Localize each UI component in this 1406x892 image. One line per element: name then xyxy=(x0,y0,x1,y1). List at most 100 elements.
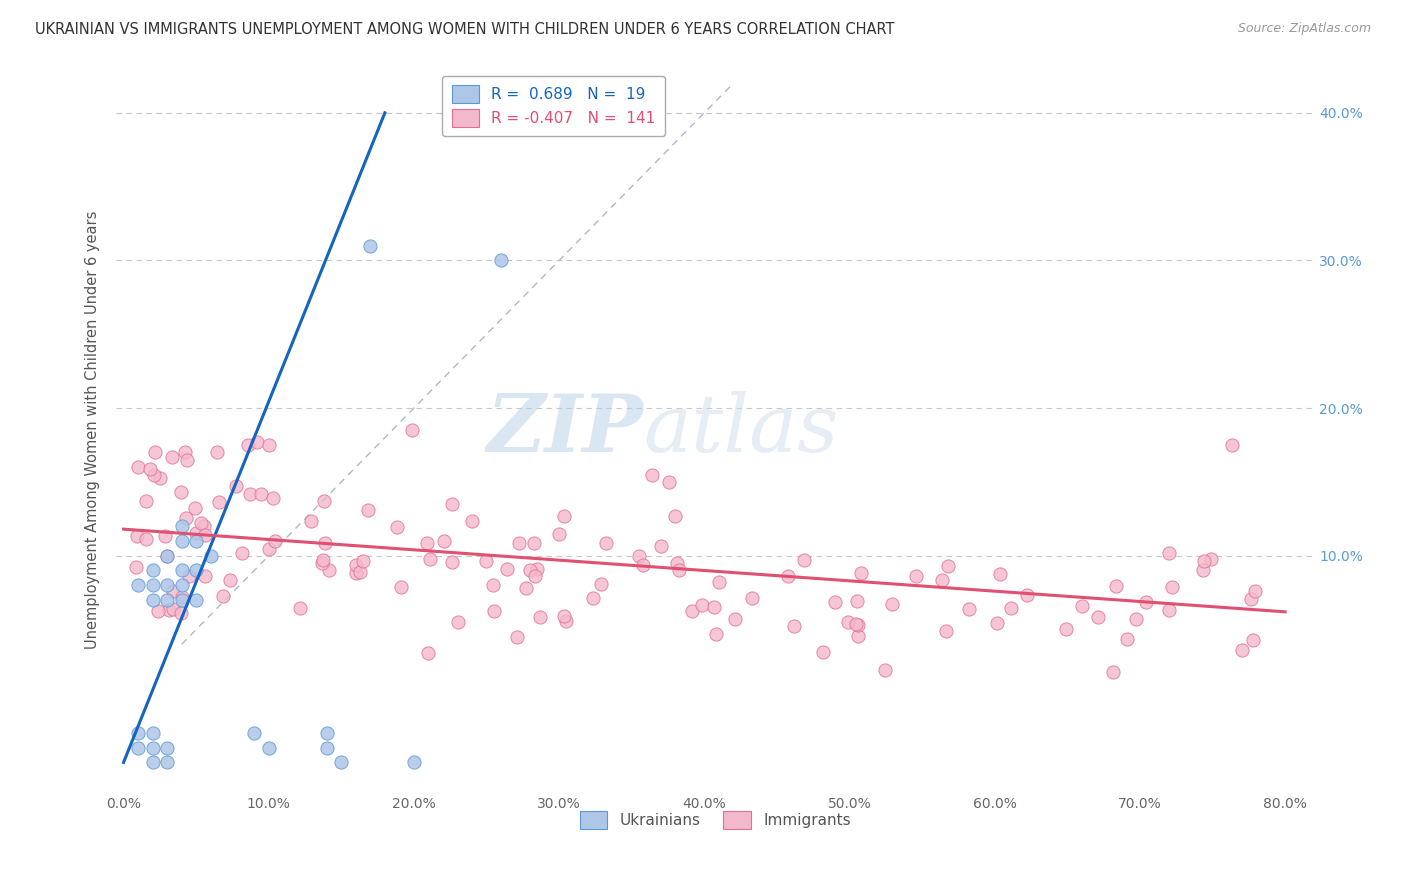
Point xyxy=(173,444,195,458)
Point xyxy=(526,562,548,576)
Point xyxy=(1243,583,1265,598)
Point xyxy=(349,566,371,580)
Point xyxy=(441,555,464,569)
Point xyxy=(595,536,617,550)
Point xyxy=(849,566,872,580)
Point xyxy=(200,549,222,563)
Point xyxy=(170,606,193,620)
Point xyxy=(664,509,686,524)
Point xyxy=(170,519,193,533)
Point xyxy=(489,253,512,268)
Point xyxy=(169,484,191,499)
Point xyxy=(194,568,217,582)
Point xyxy=(1015,588,1038,602)
Point xyxy=(194,527,217,541)
Point xyxy=(935,624,957,638)
Point xyxy=(127,529,149,543)
Point xyxy=(1199,551,1222,566)
Point xyxy=(352,554,374,568)
Point xyxy=(314,493,336,508)
Point xyxy=(401,423,423,437)
Point xyxy=(156,549,179,564)
Point xyxy=(704,627,727,641)
Point xyxy=(257,740,280,755)
Point xyxy=(1054,623,1077,637)
Point xyxy=(162,602,184,616)
Point xyxy=(160,450,183,465)
Point xyxy=(387,520,409,534)
Point xyxy=(184,593,207,607)
Point xyxy=(447,615,470,629)
Point xyxy=(986,615,1008,630)
Point xyxy=(344,558,367,573)
Point xyxy=(315,726,337,740)
Point xyxy=(1116,632,1139,646)
Point xyxy=(225,479,247,493)
Point xyxy=(135,494,157,508)
Point xyxy=(709,575,731,590)
Point xyxy=(170,564,193,578)
Text: UKRAINIAN VS IMMIGRANTS UNEMPLOYMENT AMONG WOMEN WITH CHILDREN UNDER 6 YEARS COR: UKRAINIAN VS IMMIGRANTS UNEMPLOYMENT AMO… xyxy=(35,22,894,37)
Point xyxy=(359,238,381,252)
Point xyxy=(264,533,287,548)
Point xyxy=(524,568,547,582)
Point xyxy=(184,564,207,578)
Point xyxy=(288,601,311,615)
Point xyxy=(416,646,439,660)
Point xyxy=(208,495,231,509)
Point xyxy=(239,486,262,500)
Point xyxy=(1105,579,1128,593)
Point xyxy=(1125,612,1147,626)
Point xyxy=(330,756,353,770)
Point xyxy=(142,756,165,770)
Point xyxy=(505,630,527,644)
Point xyxy=(482,604,505,618)
Point xyxy=(1000,601,1022,615)
Point xyxy=(142,740,165,755)
Point xyxy=(703,600,725,615)
Point xyxy=(416,536,439,550)
Point xyxy=(357,503,380,517)
Point xyxy=(127,460,149,475)
Point xyxy=(127,578,149,592)
Text: ZIP: ZIP xyxy=(486,392,644,469)
Point xyxy=(440,497,463,511)
Point xyxy=(589,577,612,591)
Point xyxy=(125,560,148,574)
Point xyxy=(190,516,212,530)
Point xyxy=(931,573,953,587)
Point xyxy=(149,471,172,485)
Point xyxy=(778,569,800,583)
Point xyxy=(1157,545,1180,559)
Point xyxy=(299,515,322,529)
Point xyxy=(1230,643,1253,657)
Point xyxy=(142,593,165,607)
Point xyxy=(148,603,170,617)
Point xyxy=(312,553,335,567)
Point xyxy=(314,536,336,550)
Point xyxy=(475,554,498,568)
Point xyxy=(402,756,425,770)
Point xyxy=(581,591,603,605)
Point xyxy=(650,539,672,553)
Point xyxy=(135,533,157,547)
Point xyxy=(257,541,280,556)
Point xyxy=(875,663,897,677)
Point xyxy=(1070,599,1092,613)
Point xyxy=(495,562,517,576)
Point xyxy=(184,526,207,541)
Point xyxy=(142,467,165,482)
Point xyxy=(162,584,184,599)
Point xyxy=(142,564,165,578)
Point xyxy=(155,529,177,543)
Point xyxy=(515,581,537,595)
Y-axis label: Unemployment Among Women with Children Under 6 years: Unemployment Among Women with Children U… xyxy=(86,211,100,649)
Point xyxy=(553,609,575,624)
Point xyxy=(259,438,281,452)
Point xyxy=(170,593,193,607)
Point xyxy=(184,533,207,548)
Point xyxy=(1220,438,1243,452)
Point xyxy=(315,740,337,755)
Point xyxy=(177,569,200,583)
Point xyxy=(432,534,454,549)
